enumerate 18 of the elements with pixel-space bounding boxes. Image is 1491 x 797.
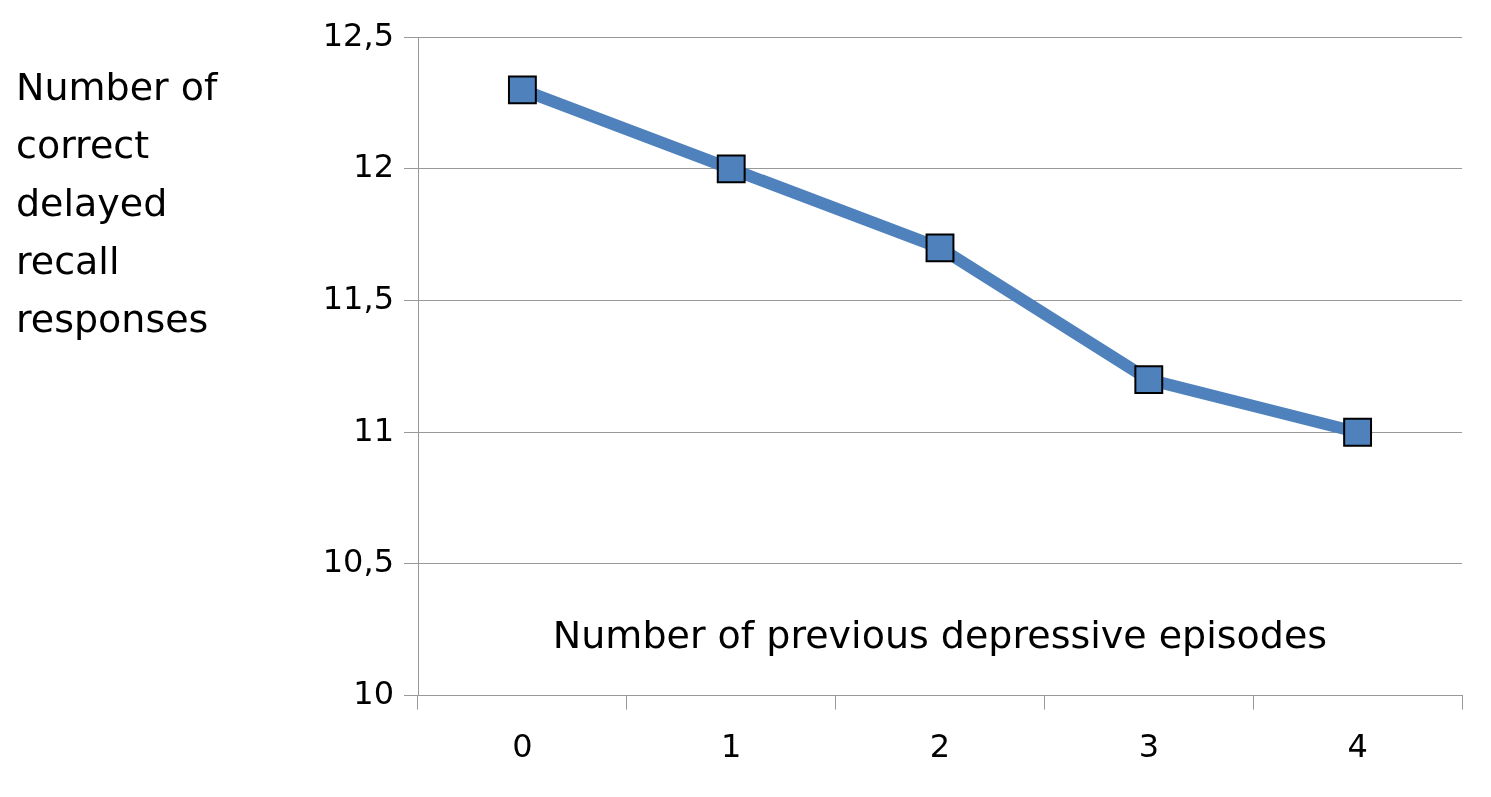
y-tick-label: 10	[353, 673, 394, 712]
point	[716, 154, 746, 184]
point	[925, 233, 955, 263]
y-tick-label: 12	[353, 147, 394, 186]
x-tick-label: 3	[1138, 727, 1159, 766]
y-tick-label: 11,5	[322, 278, 394, 317]
y-tick-label: 11	[353, 410, 394, 449]
point	[1343, 417, 1373, 447]
y-axis-title: Number of correct delayed recall responses	[16, 64, 219, 343]
x-tick-label: 4	[1347, 727, 1368, 766]
point	[1134, 365, 1164, 394]
x-tick-label: 0	[512, 727, 533, 766]
x-tick-label: 2	[929, 727, 951, 766]
point	[507, 75, 537, 105]
x-axis-title: Number of previous depressive episodes	[552, 613, 1328, 658]
x-tick-label: 1	[721, 727, 742, 766]
y-tick-label: 12,5	[322, 15, 394, 54]
y-tick-label: 10,5	[322, 542, 394, 581]
